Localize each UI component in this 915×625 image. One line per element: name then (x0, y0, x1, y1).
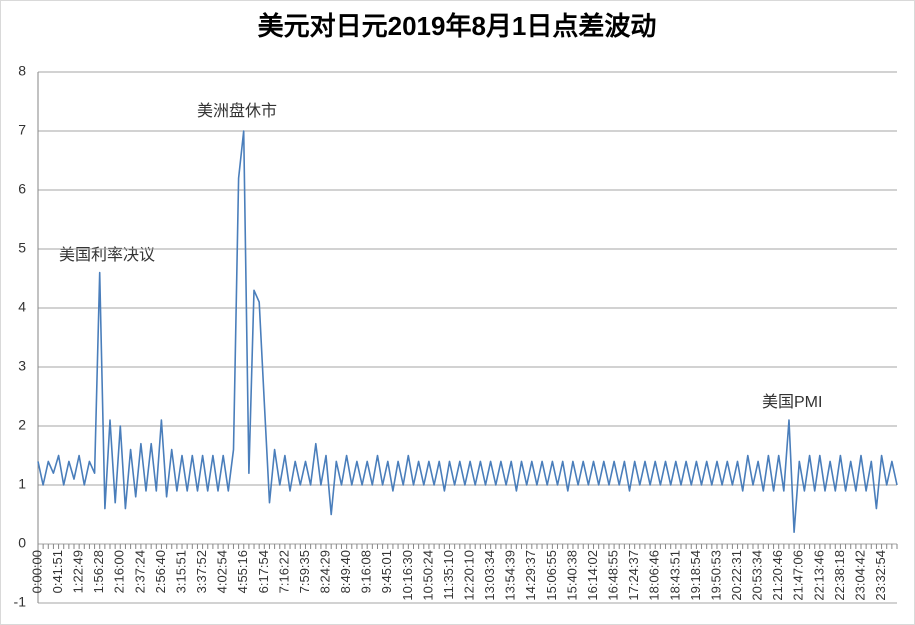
x-tick-label: 9:16:08 (359, 550, 374, 593)
x-tick-label: 12:20:10 (462, 550, 477, 601)
x-tick-label: 3:15:51 (173, 550, 188, 593)
x-tick-label: 10:16:30 (400, 550, 415, 601)
y-tick-label: 4 (18, 299, 26, 315)
y-tick-label: 3 (18, 358, 26, 374)
x-tick-label: 10:50:24 (420, 550, 435, 601)
x-tick-label: 20:22:31 (729, 550, 744, 601)
chart-title: 美元对日元2019年8月1日点差波动 (258, 11, 657, 41)
x-tick-label: 22:13:46 (811, 550, 826, 601)
x-tick-label: 8:49:40 (338, 550, 353, 593)
x-tick-label: 7:59:35 (297, 550, 312, 593)
line-series (37, 130, 898, 533)
annotation: 美洲盘休市 (197, 101, 277, 120)
x-tick-label: 2:56:40 (153, 550, 168, 593)
x-tick-label: 18:06:46 (647, 550, 662, 601)
x-tick-label: 7:16:22 (276, 550, 291, 593)
x-tick-label: 11:35:10 (441, 550, 456, 600)
y-tick-label: 1 (18, 476, 26, 492)
x-tick-label: 8:24:29 (317, 550, 332, 593)
y-tick-label: -1 (14, 594, 27, 610)
y-tick-label: 6 (18, 181, 26, 197)
x-tick-label: 20:53:34 (750, 550, 765, 601)
y-tick-label: 7 (18, 122, 26, 138)
x-tick-label: 18:43:51 (667, 550, 682, 601)
y-tick-label: 0 (18, 535, 26, 551)
x-tick-label: 23:32:54 (873, 550, 888, 601)
x-tick-label: 0:00:00 (29, 550, 44, 593)
x-tick-label: 22:38:18 (832, 550, 847, 601)
x-tick-label: 17:24:37 (626, 550, 641, 601)
x-tick-label: 13:03:34 (482, 550, 497, 601)
y-tick-label: 2 (18, 417, 26, 433)
x-tick-label: 13:54:39 (503, 550, 518, 601)
x-tick-label: 0:41:51 (50, 550, 65, 593)
x-tick-label: 21:20:46 (770, 550, 785, 601)
y-tick-label: 5 (18, 240, 26, 256)
x-tick-label: 19:50:53 (708, 550, 723, 601)
x-tick-label: 6:17:54 (256, 550, 271, 593)
x-tick-label: 1:22:49 (71, 550, 86, 593)
annotation: 美国PMI (762, 393, 822, 411)
x-tick-label: 1:56:28 (91, 550, 106, 593)
x-tick-label: 16:14:02 (585, 550, 600, 601)
x-tick-label: 4:02:54 (215, 550, 230, 593)
x-tick-label: 14:29:37 (523, 550, 538, 601)
x-tick-label: 15:40:38 (564, 550, 579, 601)
x-tick-label: 19:18:54 (688, 550, 703, 601)
x-tick-label: 15:06:55 (544, 550, 559, 601)
x-tick-label: 4:55:16 (235, 550, 250, 593)
x-tick-label: 2:37:24 (132, 550, 147, 593)
x-tick-label: 3:37:52 (194, 550, 209, 593)
annotation: 美国利率决议 (59, 246, 155, 264)
x-tick-label: 21:47:06 (791, 550, 806, 601)
y-tick-label: 8 (18, 63, 26, 79)
x-tick-label: 23:04:42 (852, 550, 867, 601)
x-tick-label: 9:45:01 (379, 550, 394, 593)
x-tick-label: 16:48:55 (606, 550, 621, 601)
x-tick-label: 2:16:00 (112, 550, 127, 593)
